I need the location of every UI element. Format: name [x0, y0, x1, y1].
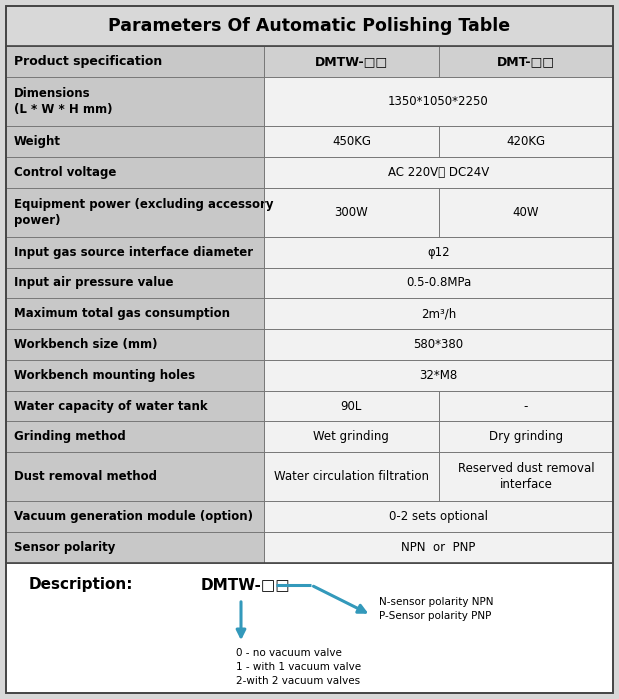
Text: 40W: 40W — [513, 206, 539, 219]
Text: Maximum total gas consumption: Maximum total gas consumption — [14, 308, 230, 320]
Text: Weight: Weight — [14, 135, 61, 148]
Bar — [264, 501, 613, 532]
Bar — [6, 452, 264, 501]
Bar — [439, 46, 613, 77]
Text: -: - — [524, 400, 528, 412]
Bar — [264, 298, 613, 329]
Bar — [264, 126, 439, 157]
Text: NPN  or  PNP: NPN or PNP — [401, 541, 475, 554]
Bar — [6, 563, 613, 693]
Text: Water capacity of water tank: Water capacity of water tank — [14, 400, 207, 412]
Bar — [6, 329, 264, 360]
Bar — [6, 6, 613, 46]
Bar — [439, 391, 613, 421]
Bar — [6, 298, 264, 329]
Text: 580*380: 580*380 — [413, 338, 464, 351]
Bar — [264, 421, 439, 452]
Text: 300W: 300W — [334, 206, 368, 219]
Bar — [6, 46, 264, 77]
Bar — [264, 360, 613, 391]
Bar — [6, 360, 264, 391]
Bar — [6, 157, 264, 187]
Text: 420KG: 420KG — [506, 135, 545, 148]
Text: Input air pressure value: Input air pressure value — [14, 277, 173, 289]
Bar — [6, 563, 613, 693]
Text: Input gas source interface diameter: Input gas source interface diameter — [14, 245, 253, 259]
Bar — [6, 77, 264, 126]
Text: Equipment power (excluding accessory
power): Equipment power (excluding accessory pow… — [14, 198, 274, 226]
Bar — [6, 532, 264, 563]
Bar — [264, 157, 613, 187]
Text: Dust removal method: Dust removal method — [14, 470, 157, 483]
Text: Wet grinding: Wet grinding — [313, 431, 389, 443]
Bar — [6, 6, 613, 46]
Text: Workbench mounting holes: Workbench mounting holes — [14, 369, 195, 382]
Bar — [264, 532, 613, 563]
Text: DMTW-□□: DMTW-□□ — [315, 55, 388, 68]
Bar — [264, 391, 439, 421]
Text: 0.5-0.8MPa: 0.5-0.8MPa — [406, 277, 471, 289]
Text: Vacuum generation module (option): Vacuum generation module (option) — [14, 510, 253, 524]
Text: 0 - no vacuum valve
1 - with 1 vacuum valve
2-with 2 vacuum valves: 0 - no vacuum valve 1 - with 1 vacuum va… — [236, 648, 361, 686]
Text: Dimensions
(L * W * H mm): Dimensions (L * W * H mm) — [14, 87, 113, 116]
Bar — [6, 187, 264, 237]
Bar — [264, 237, 613, 268]
Bar — [264, 187, 439, 237]
Text: 90L: 90L — [340, 400, 362, 412]
Bar — [6, 126, 264, 157]
Text: Dry grinding: Dry grinding — [489, 431, 563, 443]
Bar — [439, 126, 613, 157]
Text: Control voltage: Control voltage — [14, 166, 116, 179]
Text: Product specification: Product specification — [14, 55, 162, 68]
Text: Reserved dust removal
interface: Reserved dust removal interface — [457, 462, 594, 491]
Bar — [264, 452, 439, 501]
Text: DMTW-□□: DMTW-□□ — [201, 577, 291, 593]
Bar — [6, 268, 264, 298]
Text: Sensor polarity: Sensor polarity — [14, 541, 115, 554]
Text: N-sensor polarity NPN
P-Sensor polarity PNP: N-sensor polarity NPN P-Sensor polarity … — [379, 597, 493, 621]
Text: Description:: Description: — [28, 577, 133, 593]
Bar — [264, 46, 439, 77]
Bar — [6, 391, 264, 421]
Bar — [6, 421, 264, 452]
Bar — [6, 501, 264, 532]
Text: Grinding method: Grinding method — [14, 431, 126, 443]
Text: 1350*1050*2250: 1350*1050*2250 — [388, 95, 489, 108]
Text: φ12: φ12 — [427, 245, 450, 259]
Bar — [264, 268, 613, 298]
Text: Workbench size (mm): Workbench size (mm) — [14, 338, 157, 351]
Text: Water circulation filtration: Water circulation filtration — [274, 470, 429, 483]
Text: DMT-□□: DMT-□□ — [497, 55, 555, 68]
Text: Parameters Of Automatic Polishing Table: Parameters Of Automatic Polishing Table — [108, 17, 511, 35]
Bar — [264, 329, 613, 360]
Bar — [264, 77, 613, 126]
Bar — [439, 187, 613, 237]
Text: 0-2 sets optional: 0-2 sets optional — [389, 510, 488, 524]
Text: 2m³/h: 2m³/h — [421, 308, 456, 320]
Text: AC 220V， DC24V: AC 220V， DC24V — [388, 166, 489, 179]
Bar — [439, 421, 613, 452]
Bar — [439, 452, 613, 501]
Text: 450KG: 450KG — [332, 135, 371, 148]
Text: 32*M8: 32*M8 — [419, 369, 457, 382]
Bar — [6, 237, 264, 268]
